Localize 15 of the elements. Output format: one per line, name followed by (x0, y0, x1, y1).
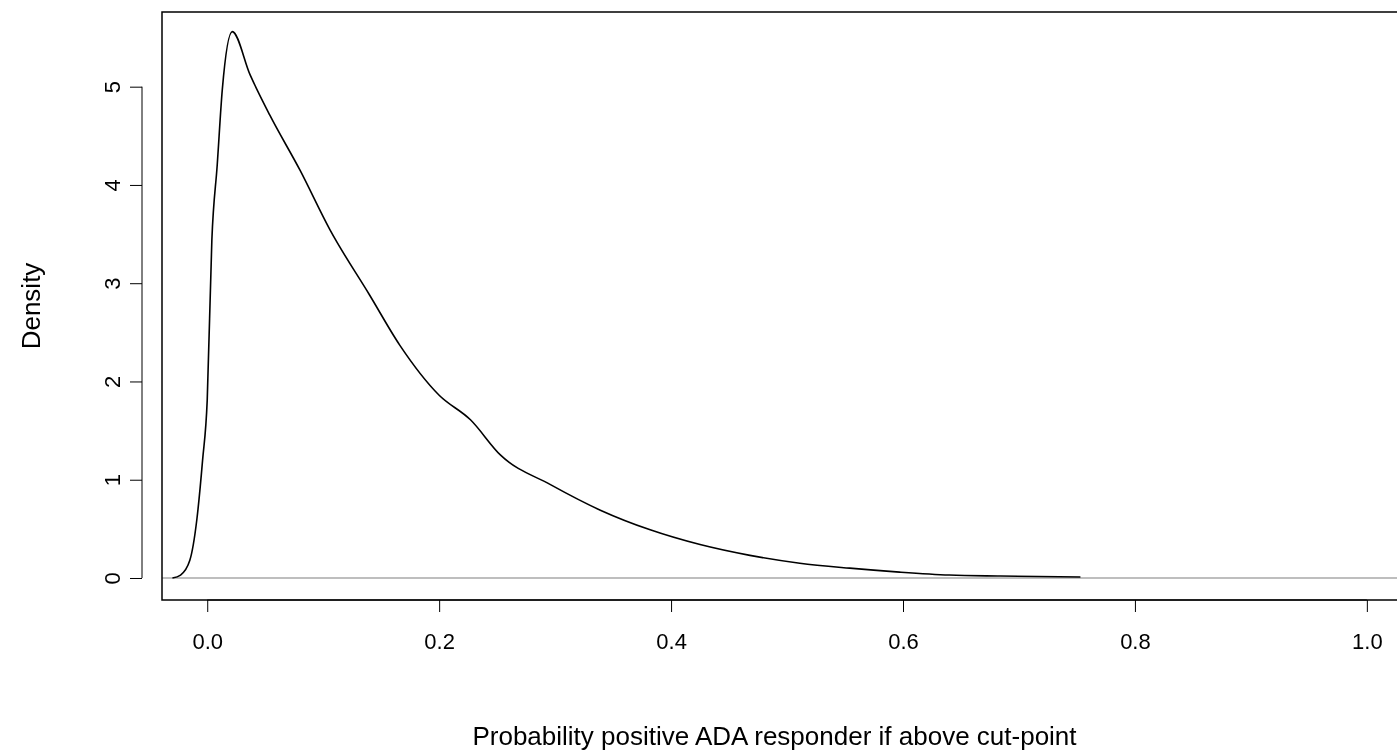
x-tick-label: 0.0 (192, 628, 224, 654)
y-tick-label: 3 (100, 277, 125, 290)
y-tick-label: 1 (100, 474, 125, 487)
x-tick-label: 0.4 (656, 628, 687, 654)
y-tick-label: 0 (100, 572, 125, 585)
y-axis-title: Density (16, 262, 46, 350)
line-series (171, 30, 1082, 579)
x-tick-label: 1.0 (1352, 628, 1383, 654)
x-tick-label: 0.8 (1120, 628, 1151, 654)
y-tick-label: 4 (100, 179, 125, 192)
x-tick-label: 0.2 (424, 628, 455, 654)
x-axis-title: Probability positive ADA responder if above cut-point (472, 721, 1078, 751)
x-tick-label: 0.6 (888, 628, 919, 654)
y-tick-label: 5 (100, 81, 125, 94)
y-tick-label: 2 (100, 375, 125, 389)
